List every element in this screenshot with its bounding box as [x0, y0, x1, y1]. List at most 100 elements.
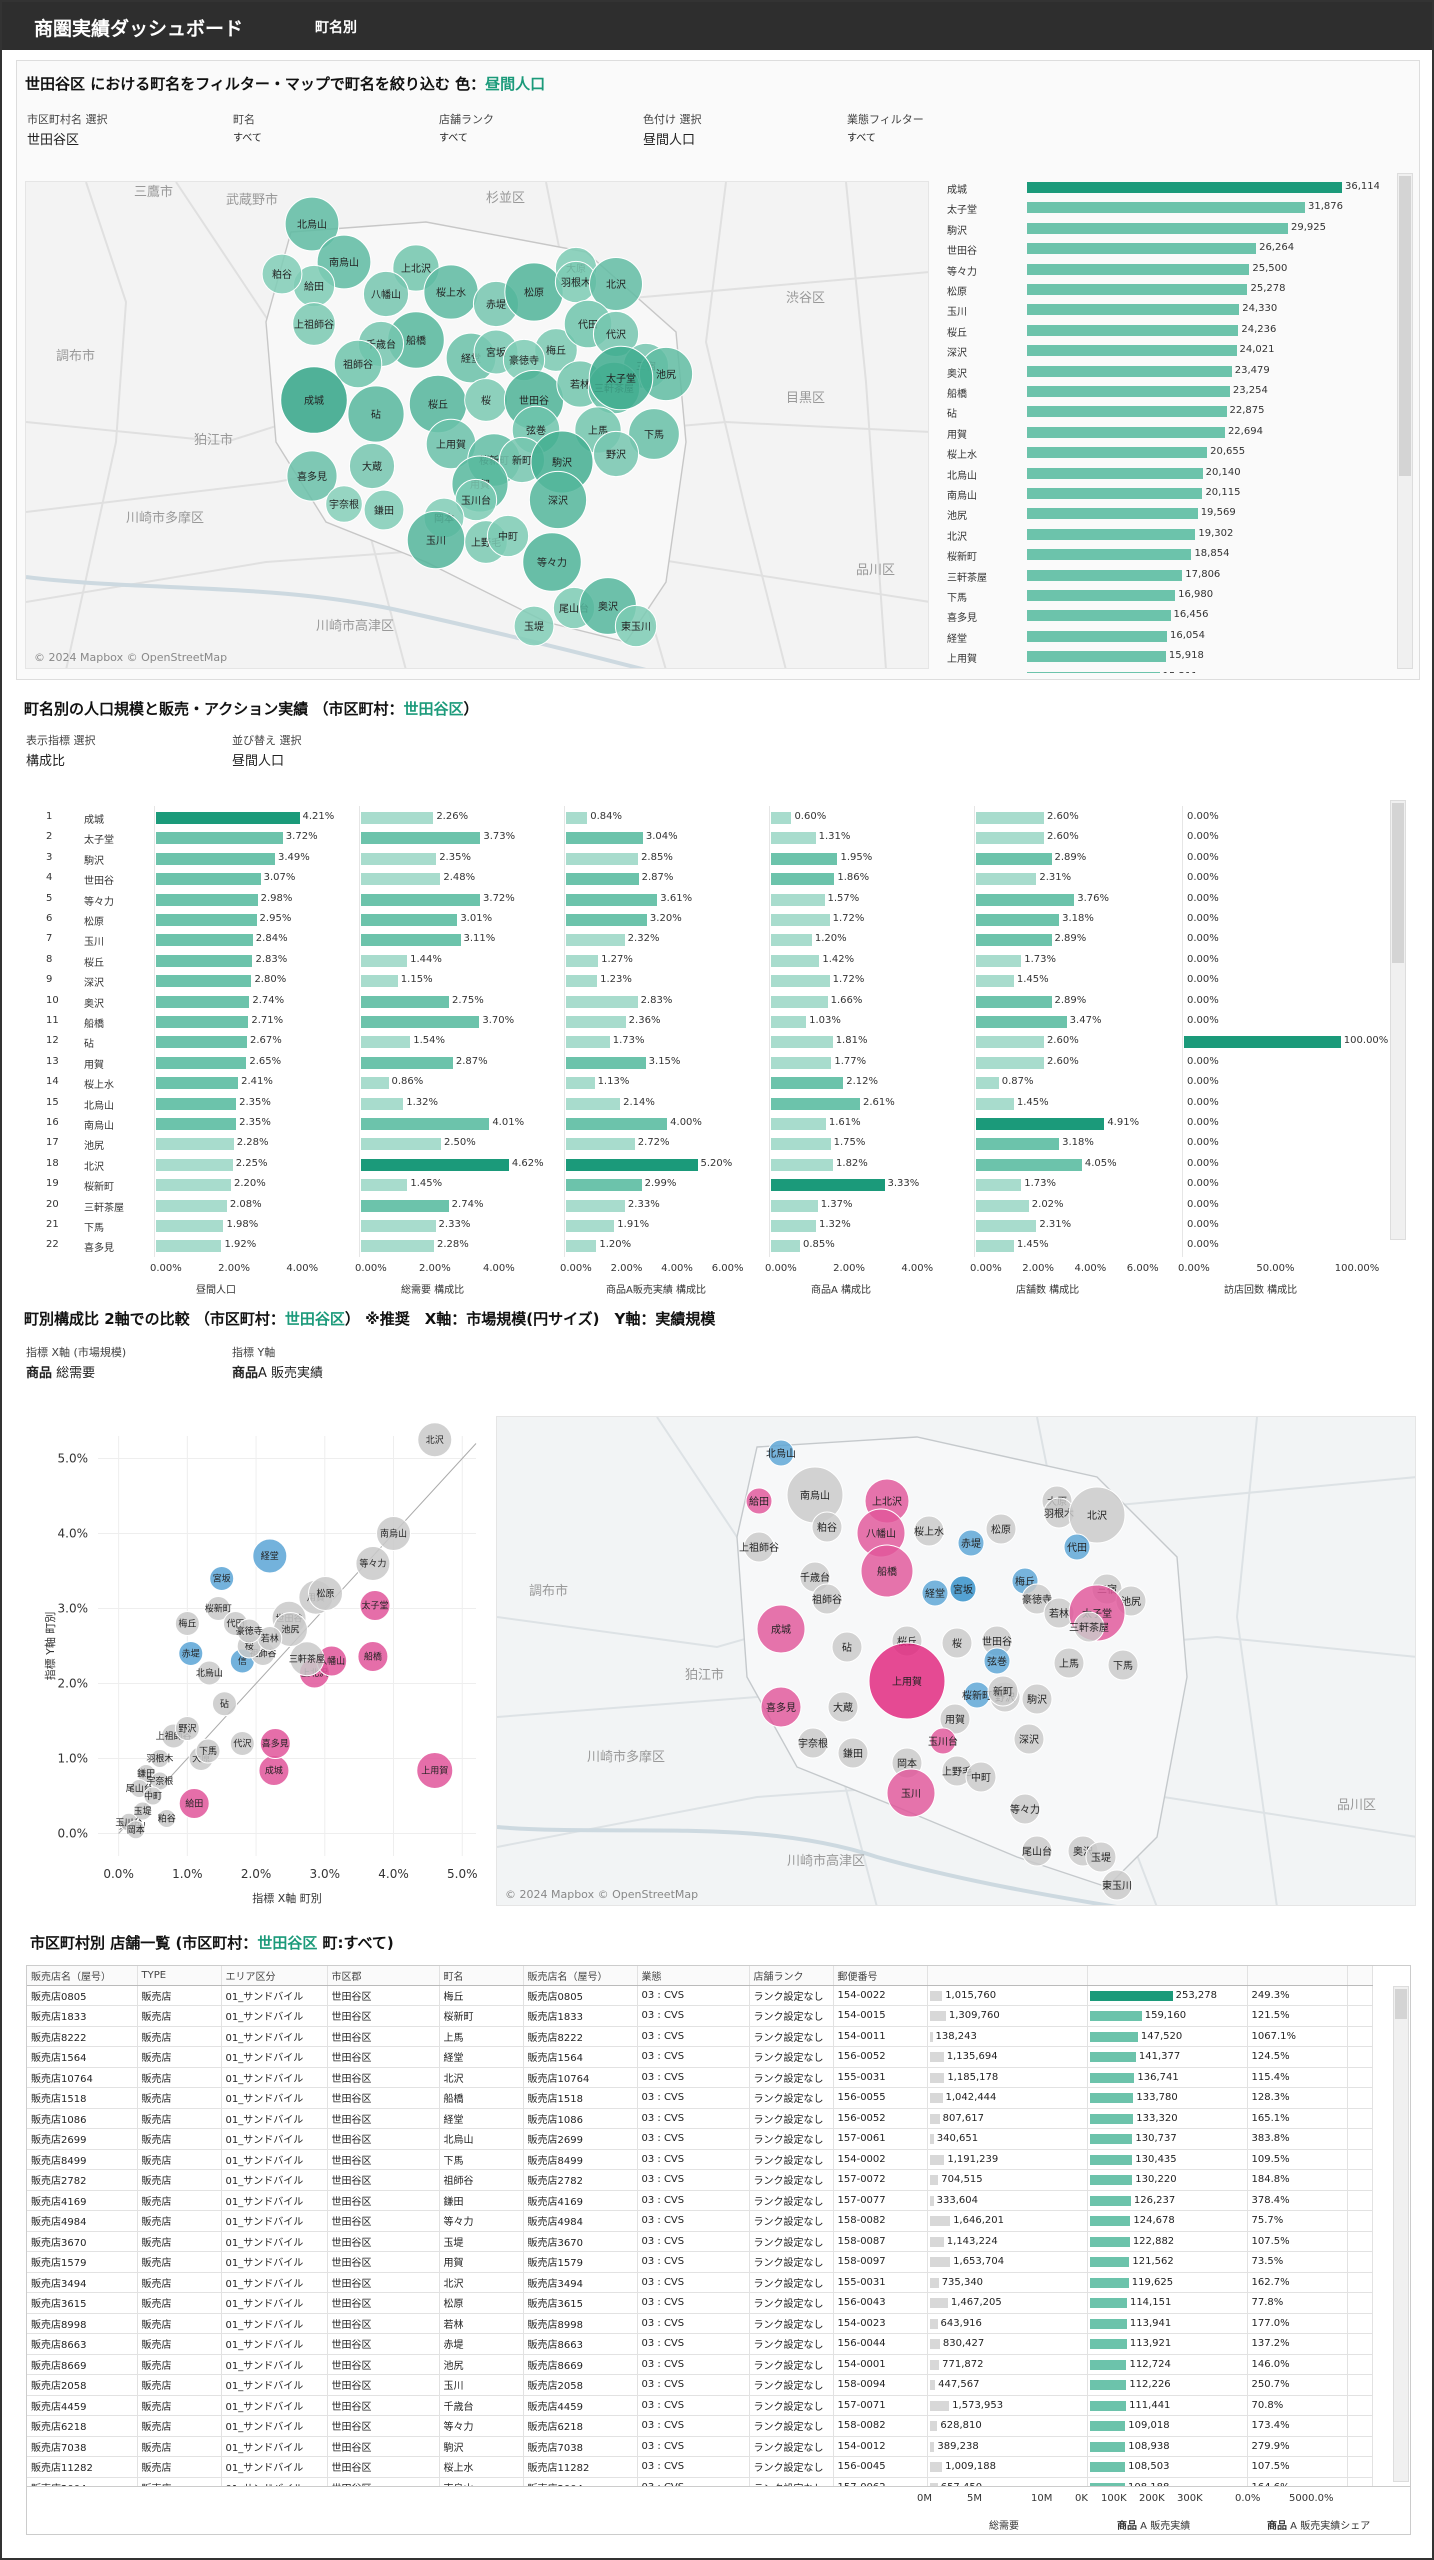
table-row[interactable]: 販売店2058 販売店 01_サンドバイル 世田谷区 玉川 販売店2058 03 : CVS…: [27, 2375, 1372, 2396]
scatter-point[interactable]: 給田: [179, 1789, 209, 1819]
scatter-point[interactable]: 砧: [212, 1692, 236, 1716]
ranking-row[interactable]: 桜丘 24,236: [939, 322, 1379, 340]
column-header[interactable]: [1087, 1966, 1247, 1985]
ranking-row[interactable]: 三軒茶屋 17,806: [939, 567, 1379, 585]
ranking-row[interactable]: 深沢 24,021: [939, 342, 1379, 360]
column-header[interactable]: [1347, 1966, 1372, 1985]
scatter-point[interactable]: 野沢: [175, 1717, 199, 1741]
column-header[interactable]: TYPE: [137, 1966, 221, 1985]
ranking-row[interactable]: 用賀 22,694: [939, 424, 1379, 442]
town-bar-row[interactable]: 6 松原 2.95% 3.01% 3.20% 1.72% 3.18% 0.00%: [16, 910, 1386, 930]
scatter-chart[interactable]: 0.0% 1.0% 2.0% 3.0% 4.0% 5.0% 0.0% 1.0% 2.0% 3.0%…: [16, 1416, 486, 1906]
map-bubble[interactable]: 宇奈根: [326, 486, 363, 523]
filter-town[interactable]: 町名 すべて: [233, 111, 262, 144]
tab-town[interactable]: 町名別: [315, 17, 357, 37]
town-bar-row[interactable]: 17 池尻 2.28% 2.50% 2.72% 1.75% 3.18% 0.00%: [16, 1134, 1386, 1154]
bar-table-scroll-thumb[interactable]: [1392, 803, 1404, 963]
table-row[interactable]: 販売店8222 販売店 01_サンドバイル 世田谷区 上馬 販売店8222 03 : CVS…: [27, 2026, 1372, 2047]
map2-bubble[interactable]: 砧: [832, 1632, 862, 1662]
ranking-scroll-thumb[interactable]: [1399, 176, 1411, 476]
map-bubble[interactable]: 桜: [465, 379, 508, 422]
scatter-point[interactable]: 下馬: [196, 1739, 220, 1763]
column-header[interactable]: [1247, 1966, 1347, 1985]
ranking-row[interactable]: 池尻 19,569: [939, 505, 1379, 523]
map-bubble[interactable]: 八幡山: [363, 271, 408, 316]
scatter-point[interactable]: 等々力: [356, 1547, 390, 1581]
map2-bubble[interactable]: 上用賀: [869, 1643, 945, 1719]
table-row[interactable]: 販売店4169 販売店 01_サンドバイル 世田谷区 鎌田 販売店4169 03 : CVS…: [27, 2190, 1372, 2211]
ranking-row[interactable]: 成城 36,114: [939, 179, 1379, 197]
ranking-row[interactable]: 等々力 25,500: [939, 261, 1379, 279]
map-bubble[interactable]: 野沢: [593, 431, 638, 476]
scatter-point[interactable]: 岡本: [127, 1821, 145, 1839]
map-bubble[interactable]: 太子堂: [589, 346, 653, 410]
ranking-row[interactable]: 弦巻15,211: [939, 669, 1379, 673]
map-bubble[interactable]: 深沢: [529, 471, 586, 528]
map2-bubble[interactable]: 玉川: [887, 1769, 935, 1817]
map2-bubble[interactable]: 駒沢: [1022, 1684, 1052, 1714]
map2-bubble[interactable]: 成城: [757, 1605, 805, 1653]
map2-bubble[interactable]: 船橋: [861, 1545, 913, 1597]
ranking-row[interactable]: 奥沢 23,479: [939, 363, 1379, 381]
ranking-row[interactable]: 砧 22,875: [939, 403, 1379, 421]
table-row[interactable]: 販売店10764 販売店 01_サンドバイル 世田谷区 北沢 販売店10764 03 : C…: [27, 2067, 1372, 2088]
map2-bubble[interactable]: 弦巻: [984, 1648, 1010, 1674]
map-bubble[interactable]: 鎌田: [364, 490, 404, 530]
ranking-row[interactable]: 南烏山 20,115: [939, 485, 1379, 503]
table-row[interactable]: 販売店1579 販売店 01_サンドバイル 世田谷区 用賀 販売店1579 03 : CVS…: [27, 2252, 1372, 2273]
map-bubble[interactable]: 上祖師谷: [293, 303, 336, 346]
table-row[interactable]: 販売店1833 販売店 01_サンドバイル 世田谷区 桜新町 販売店1833 03 : CV…: [27, 2006, 1372, 2027]
column-header[interactable]: 市区郡: [327, 1966, 439, 1985]
town-bar-row[interactable]: 19 桜新町 2.20% 1.45% 2.99% 3.33% 1.73% 0.00%: [16, 1175, 1386, 1195]
map2-bubble[interactable]: 松原: [986, 1514, 1016, 1544]
map-bubble[interactable]: 等々力: [523, 533, 582, 592]
scatter-point[interactable]: 成城: [259, 1756, 289, 1786]
table-row[interactable]: 販売店3494 販売店 01_サンドバイル 世田谷区 北沢 販売店3494 03 : CVS…: [27, 2272, 1372, 2293]
table-row[interactable]: 販売店8669 販売店 01_サンドバイル 世田谷区 池尻 販売店8669 03 : CVS…: [27, 2354, 1372, 2375]
map2-bubble[interactable]: 東玉川: [1102, 1870, 1132, 1900]
table-row[interactable]: 販売店0805 販売店 01_サンドバイル 世田谷区 梅丘 販売店0805 03 : CVS…: [27, 1985, 1372, 2006]
map2-bubble[interactable]: 喜多見: [761, 1687, 801, 1727]
map2-bubble[interactable]: 給田: [746, 1488, 772, 1514]
filter-business[interactable]: 業態フィルター すべて: [847, 111, 924, 144]
column-header[interactable]: 町名: [439, 1966, 523, 1985]
table-row[interactable]: 販売店3615 販売店 01_サンドバイル 世田谷区 松原 販売店3615 03 : CVS…: [27, 2293, 1372, 2314]
ranking-row[interactable]: 北烏山 20,140: [939, 465, 1379, 483]
map-bubble[interactable]: 砧: [348, 386, 404, 442]
column-header[interactable]: 店舗ランク: [749, 1966, 833, 1985]
ranking-row[interactable]: 桜新町 18,854: [939, 546, 1379, 564]
town-bar-row[interactable]: 1 成城 4.21% 2.26% 0.84% 0.60% 2.60% 0.00%: [16, 808, 1386, 828]
map2-bubble[interactable]: 赤堤: [958, 1530, 984, 1556]
table-row[interactable]: 販売店4984 販売店 01_サンドバイル 世田谷区 等々力 販売店4984 03 : CV…: [27, 2211, 1372, 2232]
map2-bubble[interactable]: 新町: [988, 1676, 1018, 1706]
table-row[interactable]: 販売店8663 販売店 01_サンドバイル 世田谷区 赤堤 販売店8663 03 : CVS…: [27, 2334, 1372, 2355]
ranking-row[interactable]: 玉川 24,330: [939, 301, 1379, 319]
column-header[interactable]: 業態: [637, 1966, 749, 1985]
map-bubble[interactable]: 東玉川: [615, 605, 656, 646]
table-row[interactable]: 販売店7038 販売店 01_サンドバイル 世田谷区 駒沢 販売店7038 03 : CVS…: [27, 2436, 1372, 2457]
ranking-row[interactable]: 松原 25,278: [939, 281, 1379, 299]
town-bar-row[interactable]: 2 太子堂 3.72% 3.73% 3.04% 1.31% 2.60% 0.00%: [16, 828, 1386, 848]
scatter-point[interactable]: 船橋: [358, 1642, 388, 1672]
ranking-row[interactable]: 喜多見 16,456: [939, 607, 1379, 625]
scatter-point[interactable]: 羽根木: [146, 1750, 173, 1768]
ranking-row[interactable]: 北沢 19,302: [939, 526, 1379, 544]
map2-bubble[interactable]: 等々力: [1010, 1794, 1040, 1824]
ranking-row[interactable]: 上用賀 15,918: [939, 648, 1379, 666]
town-bar-row[interactable]: 10 奥沢 2.74% 2.75% 2.83% 1.66% 2.89% 0.00%: [16, 992, 1386, 1012]
map2-bubble[interactable]: 玉堤: [1086, 1842, 1116, 1872]
scatter-point[interactable]: 赤堤: [179, 1642, 203, 1666]
town-bar-row[interactable]: 7 玉川 2.84% 3.11% 2.32% 1.20% 2.89% 0.00%: [16, 930, 1386, 950]
town-color-map[interactable]: 調布市 狛江市 川崎市多摩区 品川区 川崎市高津区 北烏山 給田 南烏山 上北沢 粕谷 八幡山 桜上水…: [496, 1416, 1416, 1906]
ranking-row[interactable]: 世田谷 26,264: [939, 240, 1379, 258]
ranking-row[interactable]: 駒沢 29,925: [939, 220, 1379, 238]
map-bubble[interactable]: 中町: [487, 515, 528, 556]
map2-bubble[interactable]: 下馬: [1108, 1650, 1138, 1680]
scatter-point[interactable]: 喜多見: [260, 1729, 290, 1759]
table-scroll-thumb[interactable]: [1395, 1989, 1407, 2019]
ranking-row[interactable]: 船橋 23,254: [939, 383, 1379, 401]
town-bar-row[interactable]: 16 南烏山 2.35% 4.01% 4.00% 1.61% 4.91% 0.00%: [16, 1114, 1386, 1134]
filter-color[interactable]: 色付け 選択 昼間人口: [643, 111, 702, 148]
map-bubble[interactable]: 松原: [505, 263, 563, 321]
scatter-point[interactable]: 代沢: [230, 1732, 254, 1756]
